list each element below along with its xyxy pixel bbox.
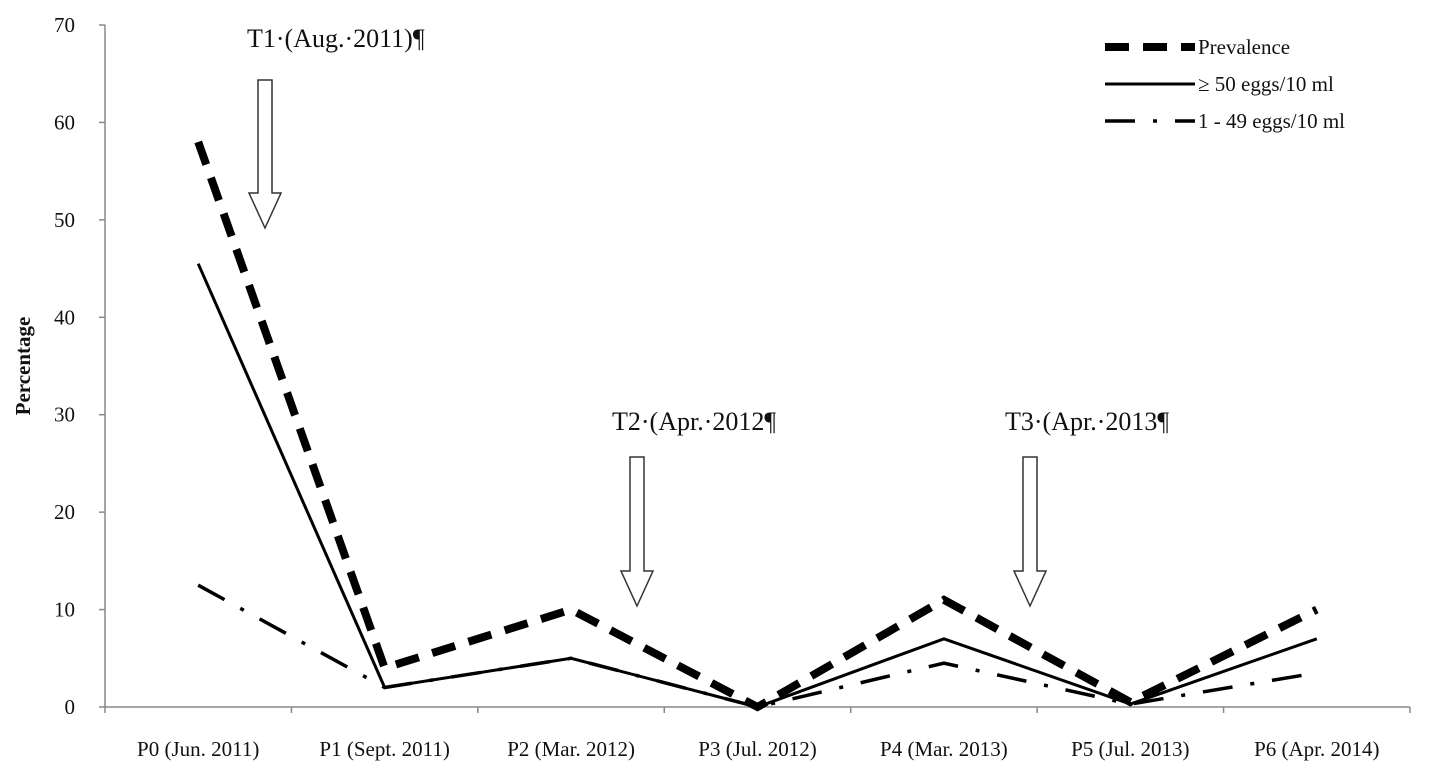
y-tick-label: 10: [54, 598, 75, 622]
x-tick-label: P4 (Mar. 2013): [880, 737, 1008, 761]
x-tick-label: P1 (Sept. 2011): [319, 737, 449, 761]
y-tick-label: 50: [54, 208, 75, 232]
legend-label-2: 1 - 49 eggs/10 ml: [1198, 109, 1345, 133]
x-tick-label: P2 (Mar. 2012): [507, 737, 635, 761]
treatment-arrow-icon: [247, 79, 283, 230]
y-tick-label: 40: [54, 305, 75, 329]
legend-label-0: Prevalence: [1198, 35, 1290, 59]
y-axis-label: Percentage: [11, 317, 35, 416]
treatment-arrow-icon: [1012, 456, 1048, 608]
y-tick-label: 0: [65, 695, 76, 719]
x-tick-label: P3 (Jul. 2012): [698, 737, 816, 761]
x-tick-label: P0 (Jun. 2011): [137, 737, 259, 761]
treatment-annotation-label: T1·(Aug.·2011)¶: [247, 24, 425, 53]
series-line-2: [197, 583, 1318, 709]
y-tick-label: 60: [54, 110, 75, 134]
series-line-1: [196, 263, 1318, 709]
x-tick-label: P5 (Jul. 2013): [1071, 737, 1189, 761]
legend-label-1: ≥ 50 eggs/10 ml: [1198, 72, 1334, 96]
treatment-arrow-icon: [619, 456, 655, 608]
treatment-annotation-label: T2·(Apr.·2012¶: [612, 407, 776, 436]
y-tick-label: 70: [54, 13, 75, 37]
y-tick-label: 20: [54, 500, 75, 524]
treatment-annotation-label: T3·(Apr.·2013¶: [1005, 407, 1169, 436]
x-tick-label: P6 (Apr. 2014): [1254, 737, 1379, 761]
y-tick-label: 30: [54, 403, 75, 427]
